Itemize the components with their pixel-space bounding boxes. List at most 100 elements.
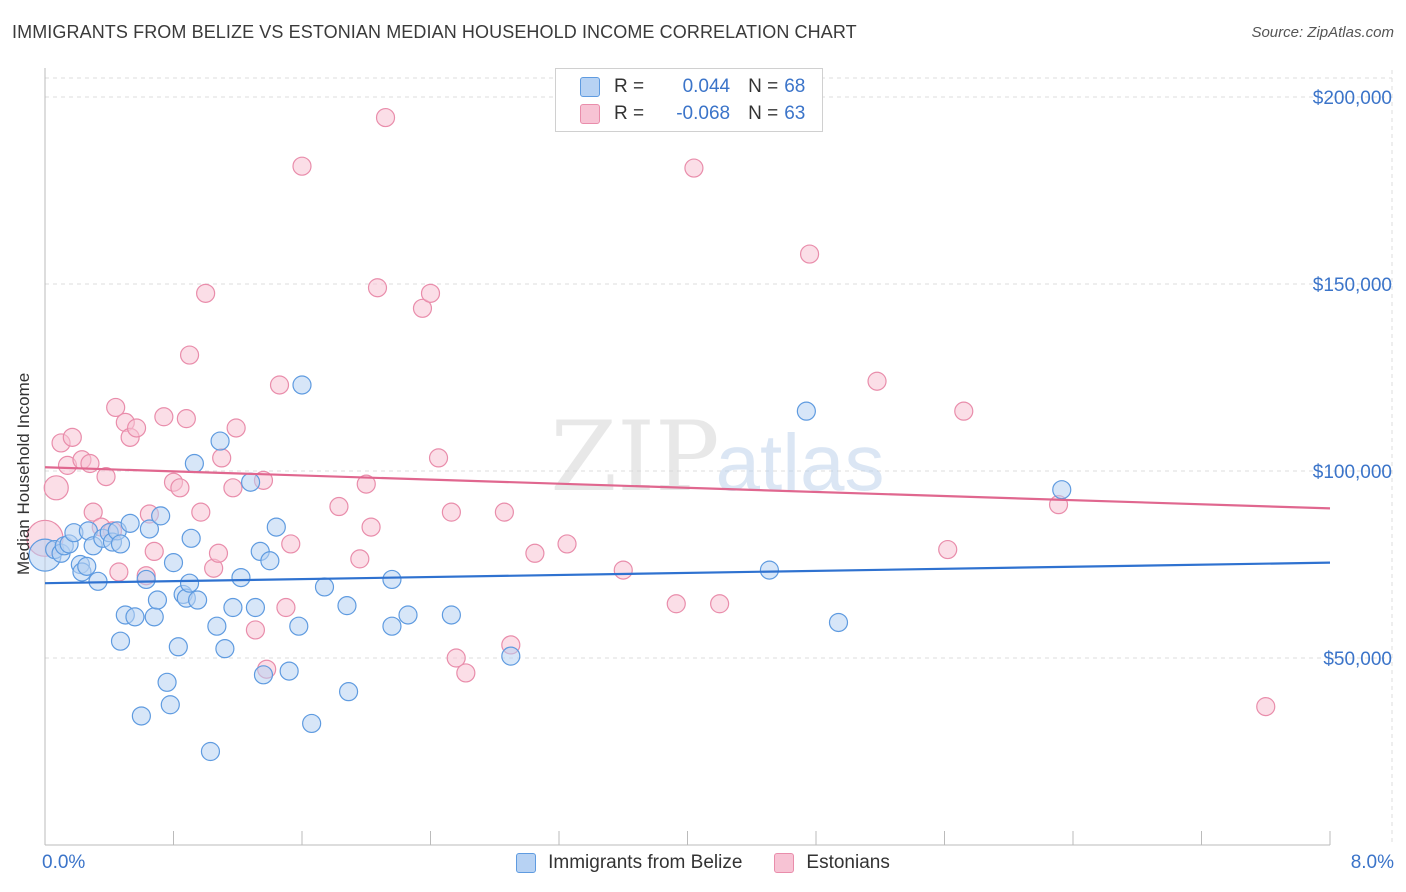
belize-point — [279, 661, 299, 681]
belize-point — [231, 567, 251, 588]
legend-item-estonians: Estonians — [774, 852, 890, 874]
n-value-estonians: 63 — [784, 103, 806, 124]
belize-point — [828, 612, 849, 633]
estonians-point — [208, 543, 229, 563]
r-label: R = — [614, 76, 645, 97]
estonians-point — [109, 562, 129, 582]
estonians-legend-swatch-icon — [774, 853, 795, 873]
y-tick-label: $200,000 — [1313, 88, 1392, 109]
belize-point — [139, 519, 160, 539]
estonians-point — [446, 648, 466, 668]
legend-label-belize: Immigrants from Belize — [548, 852, 743, 873]
belize-swatch-icon — [580, 77, 600, 97]
belize-point — [314, 577, 335, 597]
r-label: R = — [614, 103, 645, 124]
n-value-belize: 68 — [784, 76, 806, 97]
belize-point — [398, 605, 418, 625]
belize-point — [181, 528, 201, 548]
belize-point — [382, 569, 402, 590]
estonians-point — [96, 467, 116, 487]
estonians-point — [106, 397, 126, 418]
estonians-point — [613, 560, 633, 580]
belize-point — [338, 682, 359, 702]
belize-point — [796, 401, 816, 421]
belize-point — [160, 695, 180, 715]
estonians-point — [212, 448, 232, 468]
belize-point — [77, 556, 97, 576]
estonians-point — [494, 502, 514, 522]
estonians-point — [196, 283, 216, 303]
belize-point — [289, 616, 309, 636]
estonians-point — [245, 620, 266, 640]
estonians-point — [799, 244, 820, 264]
estonians-point — [356, 474, 376, 494]
belize-point — [168, 637, 188, 657]
belize-point — [441, 605, 461, 625]
estonians-point — [525, 543, 545, 563]
estonians-point — [420, 283, 441, 303]
estonians-point — [179, 345, 200, 365]
y-axis-label: Median Household Income — [14, 372, 33, 575]
estonians-point — [281, 534, 301, 554]
belize-point — [215, 639, 235, 659]
belize-point — [147, 590, 168, 610]
estonians-point — [1256, 697, 1276, 717]
estonians-point — [938, 539, 958, 560]
belize-point — [207, 616, 227, 636]
belize-point — [382, 616, 402, 636]
correlation-legend: R = 0.044 N = 68 R = -0.068 N = 63 — [555, 68, 823, 132]
belize-point — [179, 573, 200, 593]
belize-point — [302, 713, 322, 734]
belize-point — [120, 513, 140, 533]
estonians-point — [412, 298, 433, 318]
estonians-point — [126, 418, 147, 438]
belize-point — [292, 375, 312, 395]
watermark-zip: ZIP — [550, 401, 719, 513]
estonians-point — [269, 375, 290, 395]
belize-point — [245, 597, 266, 618]
estonians-point — [441, 502, 461, 522]
y-tick-label: $150,000 — [1313, 275, 1392, 296]
n-label: N = — [748, 103, 779, 124]
estonians-point — [176, 409, 196, 429]
belize-point — [144, 607, 164, 627]
y-tick-label: $100,000 — [1313, 462, 1392, 483]
belize-point — [241, 472, 261, 492]
r-value-belize: 0.044 — [682, 76, 731, 97]
estonians-point — [367, 278, 388, 298]
y-tick-label: $50,000 — [1323, 649, 1392, 670]
chart-title: IMMIGRANTS FROM BELIZE VS ESTONIAN MEDIA… — [12, 22, 857, 42]
estonians-point — [428, 448, 449, 468]
belize-point — [163, 553, 184, 573]
estonians-point — [456, 663, 476, 683]
n-label: N = — [748, 76, 779, 97]
legend-label-estonians: Estonians — [806, 852, 890, 873]
estonians-point — [276, 597, 296, 618]
belize-point — [200, 741, 221, 762]
belize-point — [253, 665, 274, 685]
estonians-point — [361, 517, 381, 537]
estonians-point — [710, 594, 730, 614]
estonians-point — [191, 502, 211, 522]
source-label: Source: ZipAtlas.com — [1251, 24, 1394, 41]
estonians-point — [954, 401, 974, 421]
legend-row-belize: R = 0.044 N = 68 — [580, 75, 805, 99]
belize-point — [223, 597, 243, 618]
belize-point — [157, 672, 177, 692]
belize-point — [131, 706, 151, 726]
estonians-point — [329, 496, 349, 517]
legend-item-belize: Immigrants from Belize — [516, 852, 742, 874]
estonians-swatch-icon — [580, 104, 600, 124]
estonians-point — [557, 534, 577, 554]
estonians-point — [666, 594, 686, 614]
belize-point — [759, 560, 780, 580]
belize-point — [136, 569, 156, 590]
estonians-trend-line — [44, 466, 1331, 510]
estonians-point — [43, 475, 69, 501]
belize-point — [266, 517, 286, 537]
belize-point — [1052, 480, 1072, 500]
estonians-point — [226, 418, 246, 438]
estonians-point — [223, 478, 243, 498]
belize-point — [110, 534, 131, 554]
